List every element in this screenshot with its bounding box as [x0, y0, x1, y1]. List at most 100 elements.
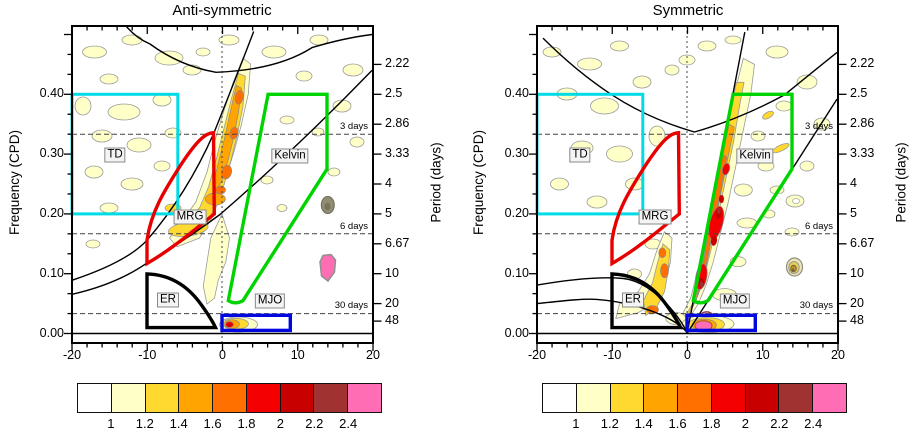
colorbar-cell: [280, 384, 315, 412]
freq-tick-label: 0.00: [504, 325, 529, 340]
colorbar-cell: [314, 384, 349, 412]
colorbar-cell: [111, 384, 146, 412]
period-tick-label: 5: [850, 205, 857, 220]
freq-tick-label: 0.40: [39, 86, 64, 101]
wave-region-label-td: TD: [569, 147, 591, 163]
wave-region-label-mjo: MJO: [254, 293, 286, 309]
antisymmetric-panel: [64, 25, 382, 351]
period-line-label: 30 days: [334, 300, 368, 311]
axis-ticks: [529, 26, 847, 351]
period-tick-label: 48: [850, 313, 864, 328]
right-panel-title: Symmetric: [652, 2, 724, 19]
wave-region-label-er: ER: [157, 292, 179, 308]
kelvin-filter-box: [226, 92, 329, 305]
period-tick-label: 5: [385, 205, 392, 220]
wavenumber-tick-label: 20: [831, 348, 845, 362]
colorbar-cell: [179, 384, 214, 412]
symmetric-panel: [529, 25, 847, 351]
kelvin-filter-box: [691, 92, 794, 305]
wave-region-label-kelvin: Kelvin: [736, 148, 774, 164]
period-line-label: 6 days: [805, 221, 833, 232]
wave-region-label-mrg: MRG: [173, 209, 207, 225]
colorbar-tick-label: 2.4: [804, 416, 823, 431]
spectra-plot-canvas: [64, 25, 847, 351]
colorbar-cell: [543, 384, 577, 412]
dispersion-curves: [72, 26, 373, 295]
colorbar-cell: [644, 384, 679, 412]
colorbar-tick-label: 1.4: [634, 416, 653, 431]
colorbar-cell: [779, 384, 814, 412]
period-tick-label: 6.67: [850, 235, 875, 250]
wavenumber-tick-label: -20: [527, 348, 547, 362]
freq-tick-label: 0.00: [39, 325, 64, 340]
period-tick-label: 4: [850, 176, 857, 190]
colorbar-cell: [213, 384, 247, 412]
wave-region-label-er: ER: [622, 292, 644, 308]
period-tick-label: 6.67: [385, 235, 410, 250]
period-tick-label: 4: [385, 176, 392, 190]
colorbar-tick-label: 2.2: [770, 416, 789, 431]
mrg-filter-box: [145, 130, 217, 267]
colorbar-cell: [745, 384, 780, 412]
colorbar-tick-label: 2.4: [339, 416, 358, 431]
mrg-filter-box: [610, 130, 682, 267]
colorbar-cell: [576, 384, 611, 412]
period-tick-label: 3.33: [385, 146, 410, 161]
colorbar-tick-label: 1.6: [668, 416, 687, 431]
wavenumber-tick-label: 0: [684, 348, 691, 362]
contour-colorbar: [542, 383, 847, 413]
wavenumber-tick-label: 0: [219, 348, 226, 362]
colorbar-tick-label: 1.4: [169, 416, 188, 431]
period-tick-label: 20: [850, 295, 864, 310]
period-tick-label: 2.22: [850, 56, 875, 71]
freq-tick-label: 0.30: [39, 146, 64, 161]
freq-tick-label: 0.40: [504, 86, 529, 101]
period-tick-label: 10: [850, 265, 864, 280]
period-tick-label: 2.86: [385, 116, 410, 131]
contour-field-maxima: [225, 196, 337, 328]
period-tick-label: 2.5: [850, 86, 868, 101]
colorbar-tick-label: 1: [107, 416, 115, 431]
colorbar-cell: [813, 384, 847, 412]
mjo-filter-box: [220, 313, 293, 333]
reference-dashed-lines: [537, 26, 838, 343]
period-tick-label: 2.5: [385, 86, 403, 101]
wave-region-label-mrg: MRG: [638, 209, 672, 225]
period-tick-label: 3.33: [850, 146, 875, 161]
wave-region-label-td: TD: [104, 147, 126, 163]
wavenumber-tick-label: 20: [366, 348, 380, 362]
er-filter-box: [145, 272, 219, 330]
colorbar-cell: [246, 384, 281, 412]
colorbar-tick-label: 2: [276, 416, 284, 431]
period-line-label: 3 days: [805, 121, 833, 132]
period-tick-label: 2.22: [385, 56, 410, 71]
period-line-label: 6 days: [340, 221, 368, 232]
period-line-label: 3 days: [340, 121, 368, 132]
reference-dashed-lines: [72, 26, 373, 343]
period-tick-label: 2.86: [850, 116, 875, 131]
colorbar-cell: [610, 384, 645, 412]
colorbar-tick-label: 1.2: [600, 416, 619, 431]
colorbar-tick-label: 1.2: [135, 416, 154, 431]
freq-tick-label: 0.10: [39, 265, 64, 280]
colorbar-cell: [678, 384, 712, 412]
contour-field-level-1p6: [215, 90, 244, 195]
colorbar-cell: [78, 384, 112, 412]
wavenumber-tick-label: 10: [755, 348, 770, 362]
filter-boxes: [535, 92, 794, 333]
colorbar-tick-label: 1.8: [702, 416, 721, 431]
period-tick-label: 48: [385, 313, 399, 328]
wavenumber-tick-label: -20: [62, 348, 82, 362]
colorbar-tick-label: 1: [572, 416, 580, 431]
contour-colorbar: [77, 383, 382, 413]
colorbar-tick-label: 1.6: [203, 416, 222, 431]
freq-tick-label: 0.10: [504, 265, 529, 280]
colorbar-tick-label: 2: [741, 416, 749, 431]
colorbar-cell: [145, 384, 180, 412]
mjo-filter-box: [685, 313, 758, 333]
freq-tick-label: 0.20: [504, 205, 529, 220]
colorbar-tick-label: 2.2: [305, 416, 324, 431]
er-filter-box: [610, 272, 684, 330]
axis-ticks: [64, 26, 382, 351]
